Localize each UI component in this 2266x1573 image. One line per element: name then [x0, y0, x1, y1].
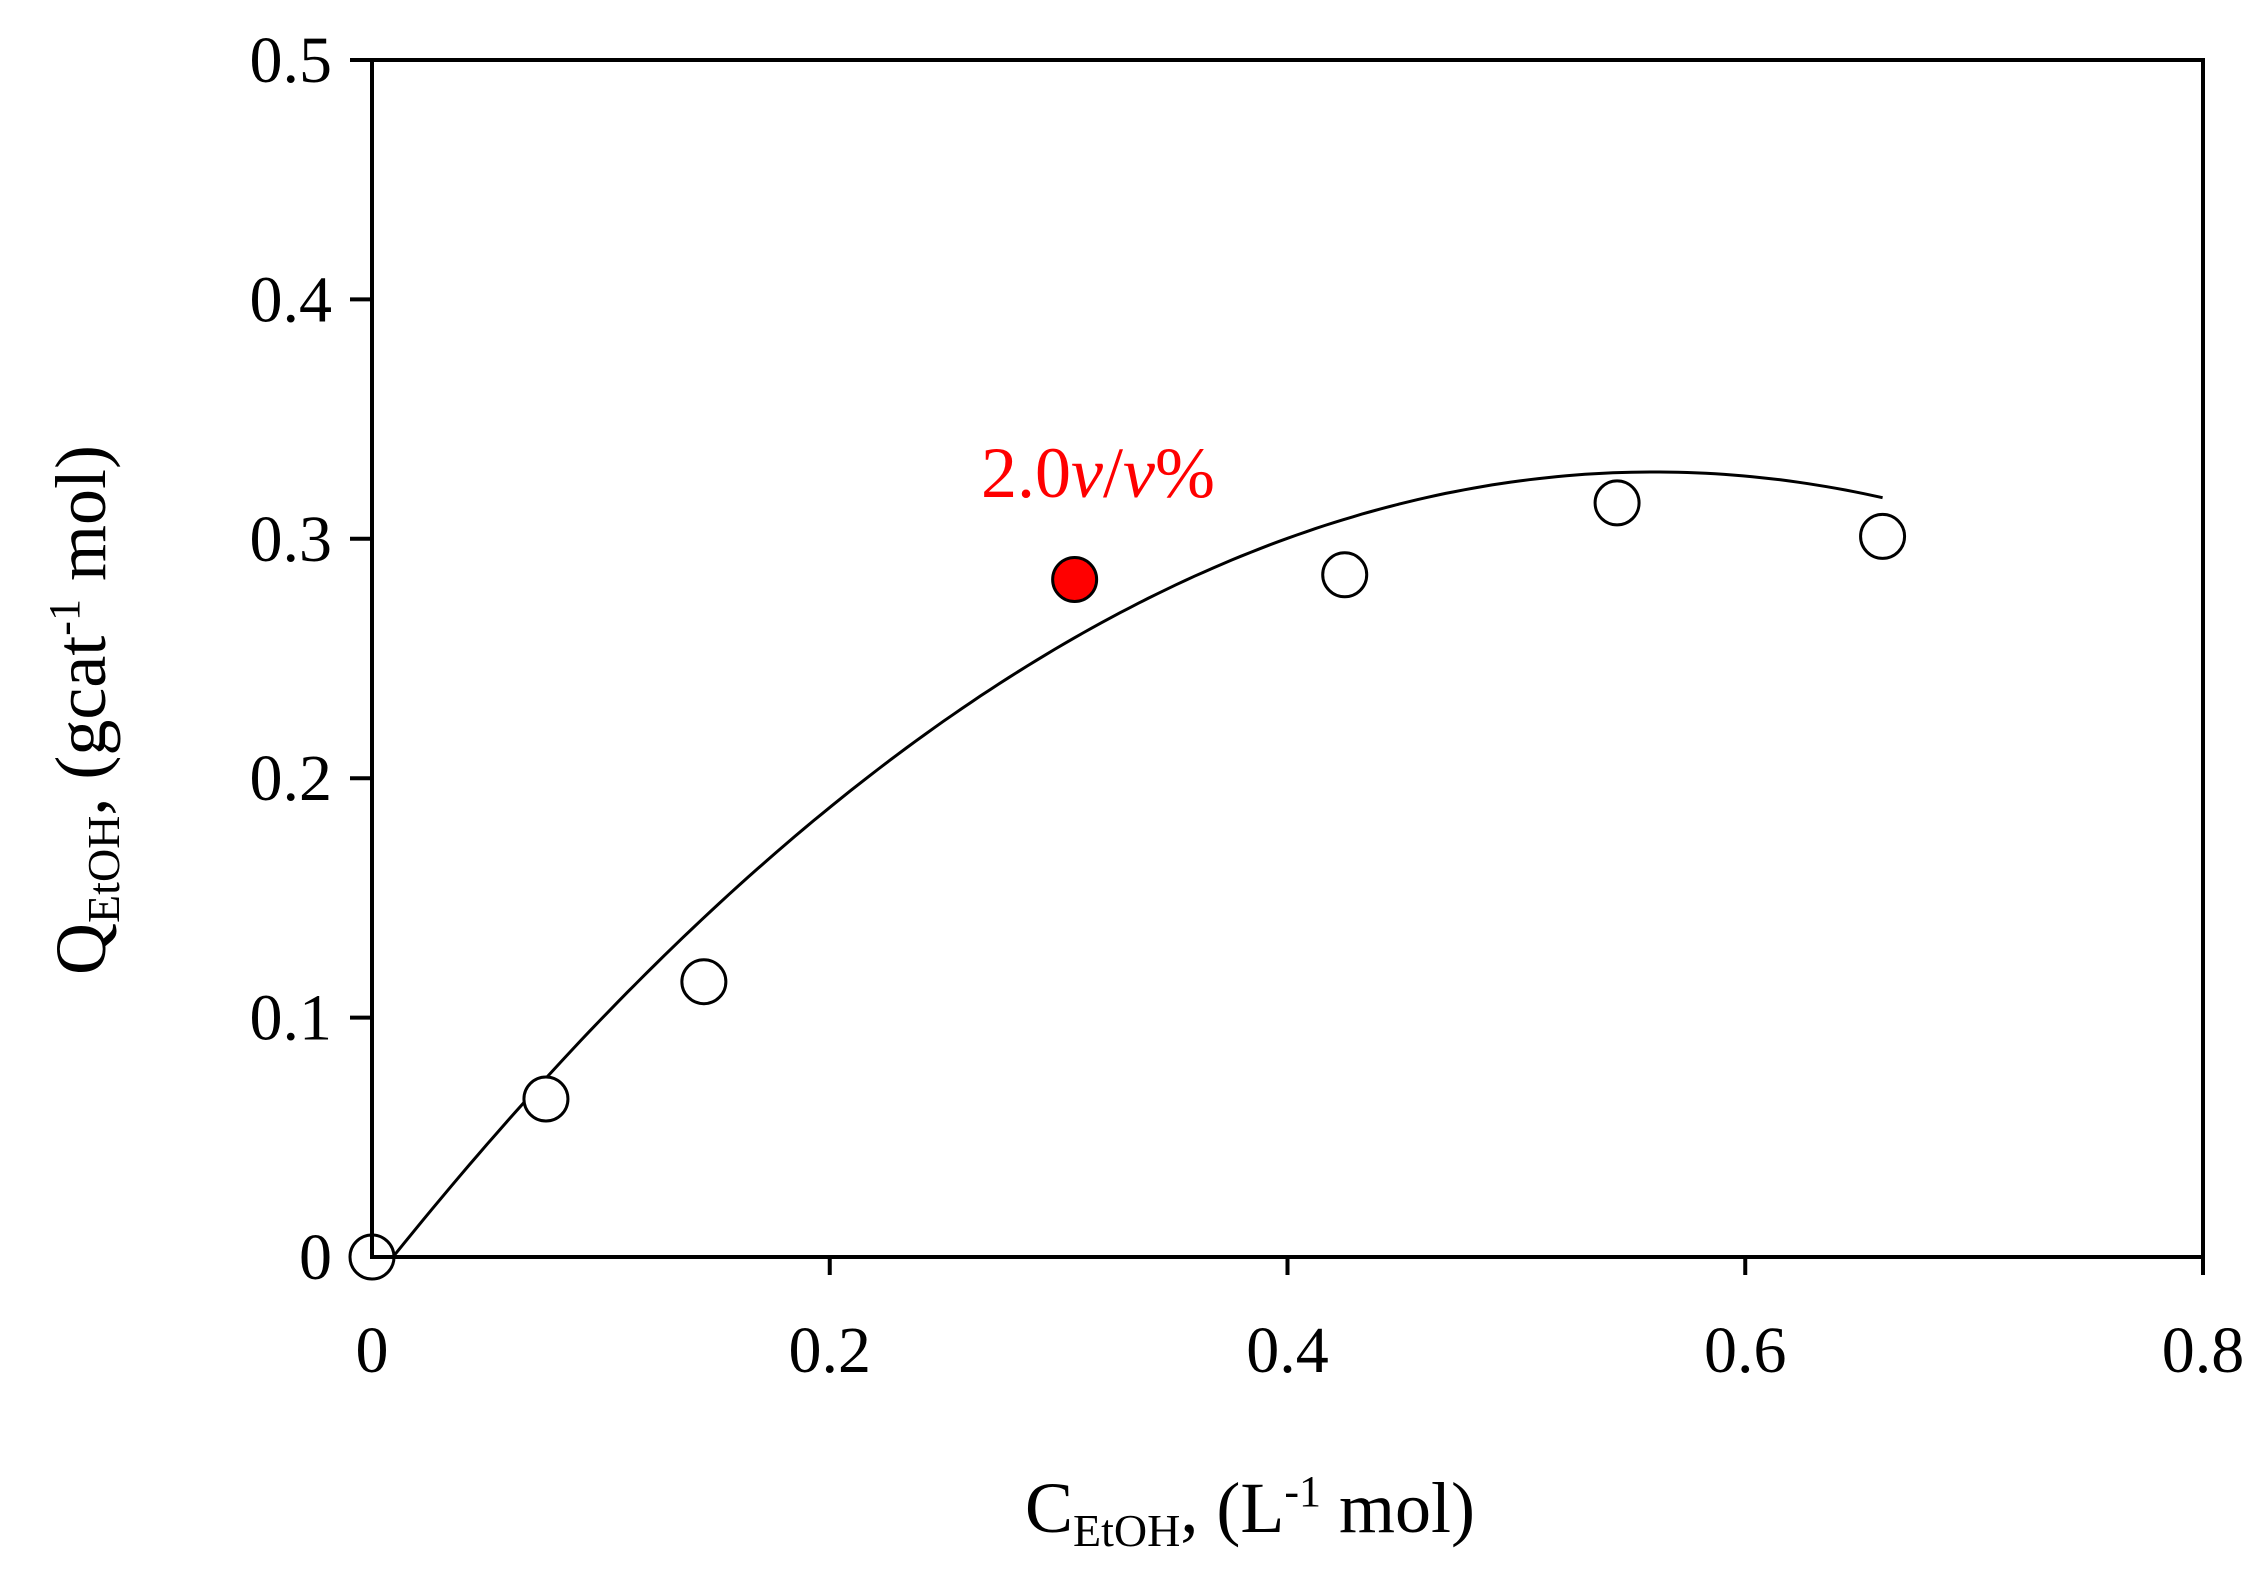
y-tick-label-3: 0.3 — [250, 503, 333, 576]
y-axis-title-subscript: EtOH — [78, 816, 129, 923]
y-axis-tick-labels: 0 0.1 0.2 0.3 0.4 0.5 — [250, 24, 333, 1294]
x-axis-title: CEtOH, (L-1 mol) — [1025, 1467, 1475, 1556]
x-axis-tick-labels: 0 0.2 0.4 0.6 0.8 — [356, 1314, 2245, 1387]
y-tick-label-4: 0.4 — [250, 263, 333, 336]
y-axis-title: QEtOH, (gcat-1 mol) — [40, 445, 129, 975]
data-point-3 — [1321, 551, 1369, 599]
x-tick-label-4: 0.8 — [2162, 1314, 2245, 1387]
data-point-4 — [1593, 479, 1641, 527]
x-axis-title-unit: mol) — [1321, 1468, 1475, 1548]
y-axis-title-main: Q — [41, 923, 121, 975]
x-tick-label-3: 0.6 — [1704, 1314, 1787, 1387]
x-tick-label-0: 0 — [356, 1314, 389, 1387]
annotation-slash: / — [1103, 433, 1123, 513]
annotation-value: 2.0 — [981, 433, 1071, 513]
data-point-1 — [522, 1075, 570, 1123]
plot-frame — [370, 58, 2205, 1259]
y-axis-title-superscript: -1 — [40, 599, 89, 636]
annotation-label: 2.0v/v% — [981, 433, 1215, 513]
highlight-point-0 — [1051, 555, 1099, 603]
data-point-5 — [1859, 512, 1907, 560]
x-axis-title-main: C — [1025, 1468, 1073, 1548]
x-tick-label-2: 0.4 — [1246, 1314, 1329, 1387]
data-points — [348, 479, 1907, 1281]
x-axis-title-superscript: -1 — [1284, 1467, 1321, 1516]
data-point-2 — [680, 958, 728, 1006]
y-tick-label-5: 0.5 — [250, 24, 333, 97]
y-tick-label-2: 0.2 — [250, 742, 333, 815]
x-axis-title-rest: , (L — [1180, 1468, 1284, 1548]
annotation-var1: v — [1071, 433, 1103, 513]
x-axis-title-subscript: EtOH — [1073, 1505, 1180, 1556]
y-axis-title-unit: mol) — [41, 445, 121, 599]
y-tick-label-0: 0 — [299, 1221, 332, 1294]
y-tick-label-1: 0.1 — [250, 982, 333, 1055]
annotation-var2: v — [1123, 433, 1155, 513]
x-tick-label-1: 0.2 — [789, 1314, 872, 1387]
annotation-percent: % — [1155, 433, 1215, 513]
y-axis-title-rest: , (gcat — [41, 636, 121, 816]
fit-curve — [393, 470, 1883, 1256]
